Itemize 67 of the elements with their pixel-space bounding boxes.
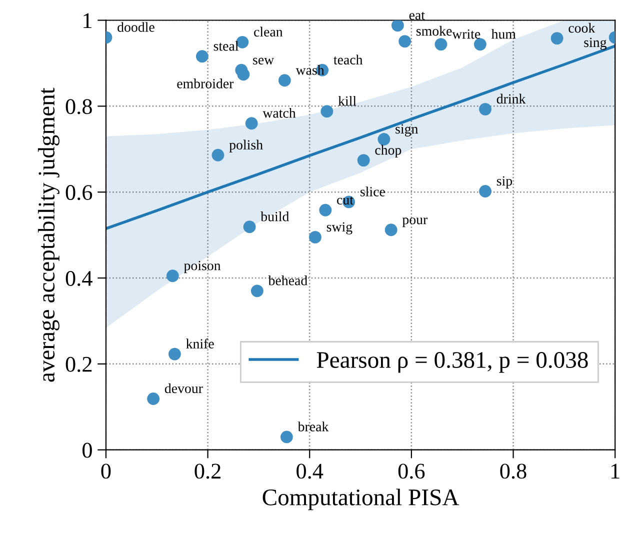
point — [250, 284, 264, 298]
point — [391, 20, 404, 32]
data-label: watch — [262, 108, 296, 118]
y-tick-label: 0 — [82, 442, 92, 458]
data-label: sign — [396, 124, 418, 136]
y-axis-title: average acceptability judgment — [38, 88, 60, 382]
data-label: embroider — [177, 78, 234, 88]
data-label: clean — [254, 26, 283, 37]
data-label: cook — [568, 22, 596, 33]
point — [319, 204, 332, 216]
data-label: hum — [491, 28, 516, 39]
point — [479, 185, 492, 198]
data-label: teach — [334, 54, 363, 64]
x-tick-label: 0 — [101, 464, 111, 479]
x-tick-label: 0.6 — [398, 464, 425, 479]
data-label: polish — [229, 140, 263, 152]
data-label: eat — [409, 12, 425, 20]
data-label: swig — [326, 222, 352, 234]
data-label: poison — [184, 260, 221, 274]
point — [237, 68, 250, 81]
data-label: sing — [584, 38, 606, 50]
data-label: write — [452, 29, 480, 39]
point — [166, 270, 179, 282]
point — [212, 148, 224, 162]
point — [320, 105, 334, 118]
data-label: sip — [496, 176, 512, 188]
point — [479, 102, 492, 116]
y-tick-label: 1 — [84, 13, 92, 28]
point — [357, 154, 370, 167]
x-axis-title: Computational PISA — [262, 488, 460, 510]
point — [434, 38, 448, 51]
y-tick-label: 0.2 — [66, 356, 92, 372]
data-label: chop — [375, 144, 402, 158]
y-tick-label: 0.4 — [66, 270, 92, 286]
data-label: drink — [496, 94, 526, 104]
y-tick-label: 0.8 — [66, 99, 92, 114]
data-label: pour — [402, 218, 428, 228]
point — [168, 348, 181, 360]
x-tick-label: 1 — [611, 464, 620, 478]
x-tick-label: 0.8 — [500, 464, 526, 479]
data-label: build — [260, 212, 290, 222]
point — [245, 117, 258, 130]
data-label: behead — [268, 276, 308, 286]
point — [378, 133, 390, 146]
point — [243, 220, 256, 234]
x-tick-label: 0.4 — [296, 464, 324, 479]
x-tick-label: 0.2 — [194, 464, 220, 479]
point — [474, 38, 486, 51]
point — [147, 392, 160, 405]
point — [550, 32, 564, 45]
point — [280, 430, 293, 444]
data-label: smoke — [416, 26, 452, 36]
data-label: break — [298, 422, 329, 432]
data-label: devour — [164, 383, 203, 394]
data-label: knife — [186, 338, 214, 348]
point — [309, 230, 322, 244]
point — [384, 224, 398, 236]
data-label: kill — [338, 96, 356, 106]
point — [398, 35, 412, 48]
legend-label: Pearson ρ = 0.381, p = 0.038 — [316, 352, 588, 373]
data-label: slice — [360, 186, 385, 196]
data-label: steal — [214, 40, 238, 51]
point — [278, 74, 291, 87]
point — [196, 50, 208, 63]
y-tick-label: 0.6 — [66, 185, 92, 200]
data-label: sew — [253, 58, 274, 64]
data-label: doodle — [118, 22, 154, 32]
